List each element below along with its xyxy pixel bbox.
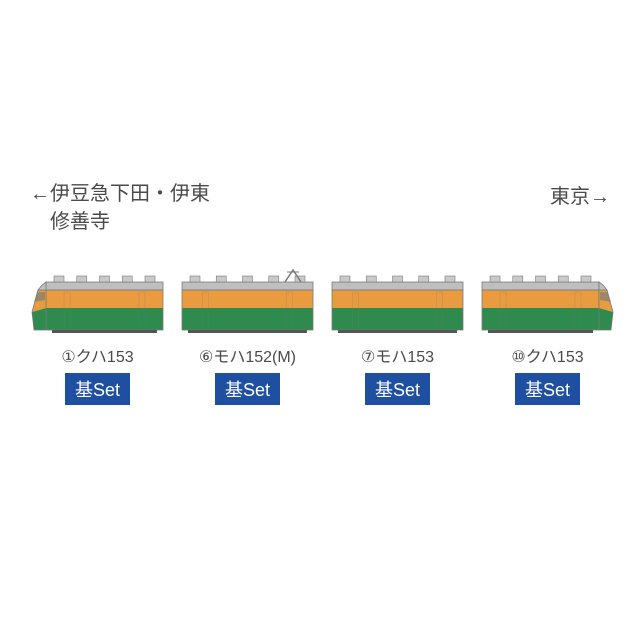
- car-number: ⑥: [199, 347, 213, 367]
- destination-left: ←伊豆急下田・伊東 修善寺: [30, 180, 210, 236]
- car-label: ①クハ153: [61, 343, 133, 367]
- car-name: モハ152(M): [213, 349, 296, 366]
- car-label: ⑩クハ153: [511, 343, 583, 367]
- car-number: ⑩: [511, 347, 525, 367]
- car-group: ⑦モハ153 基Set: [330, 260, 465, 405]
- car-name: クハ153: [526, 349, 584, 366]
- car-name: モハ153: [375, 349, 434, 366]
- car-number: ⑦: [361, 347, 375, 367]
- car-label: ⑥モハ152(M): [199, 343, 296, 367]
- train-car-icon: [480, 260, 615, 335]
- train-car-icon: [330, 260, 465, 335]
- car-group: ①クハ153 基Set: [30, 260, 165, 405]
- direction-row: ←伊豆急下田・伊東 修善寺 東京→: [30, 180, 610, 236]
- train-car-icon: [180, 260, 315, 335]
- car-name: クハ153: [76, 349, 134, 366]
- set-badge: 基Set: [515, 373, 580, 405]
- car-label: ⑦モハ153: [361, 343, 434, 367]
- car-group: ⑥モハ152(M) 基Set: [180, 260, 315, 405]
- car-number: ①: [61, 347, 75, 367]
- set-badge: 基Set: [365, 373, 430, 405]
- set-badge: 基Set: [215, 373, 280, 405]
- dest-left-line2: 修善寺: [30, 208, 210, 236]
- set-badge: 基Set: [65, 373, 130, 405]
- destination-right: 東京→: [550, 180, 610, 236]
- cars-row: ①クハ153基Set ⑥モハ152(M)基Set⑦モハ153基Set⑩クハ153…: [30, 260, 610, 405]
- train-car-icon: [30, 260, 165, 335]
- car-group: ⑩クハ153 基Set: [480, 260, 615, 405]
- dest-left-line1: ←伊豆急下田・伊東: [30, 180, 210, 208]
